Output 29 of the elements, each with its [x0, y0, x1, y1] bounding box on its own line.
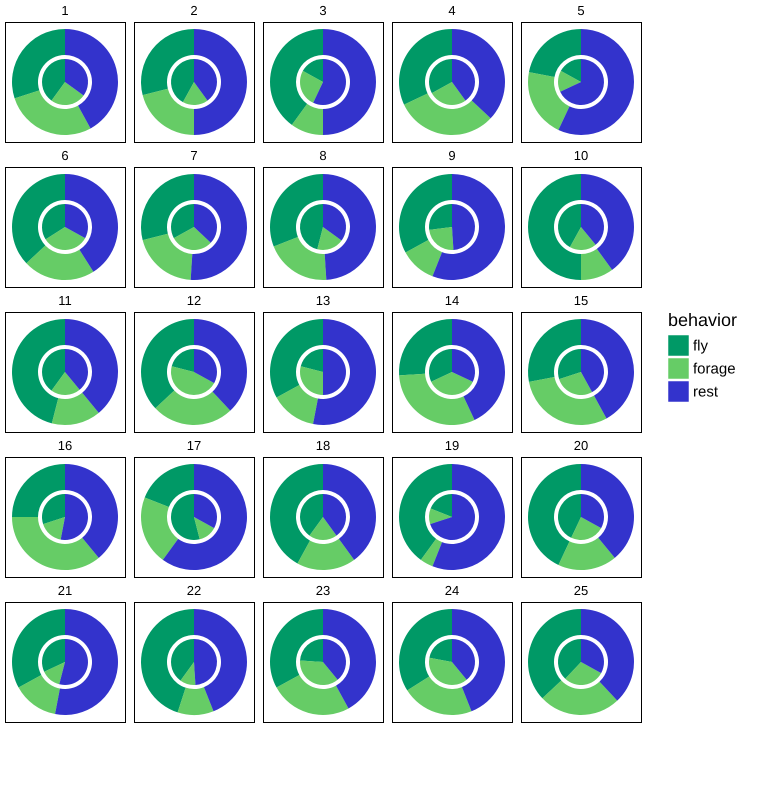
chart-title: 24	[444, 583, 460, 598]
chart-title: 11	[58, 293, 72, 308]
chart-title: 7	[190, 148, 198, 163]
chart-title: 22	[186, 583, 202, 598]
chart-title: 10	[574, 148, 588, 163]
chart-title: 18	[316, 438, 330, 453]
chart-title: 13	[316, 293, 330, 308]
chart-title: 1	[61, 3, 69, 18]
chart-title: 9	[448, 148, 456, 163]
chart-title: 23	[316, 583, 330, 598]
legend-label: rest	[693, 384, 719, 400]
chart-title: 17	[186, 438, 202, 453]
chart-title: 4	[448, 3, 456, 18]
chart-title: 19	[444, 438, 460, 453]
chart-title: 25	[574, 583, 588, 598]
chart-title: 8	[319, 148, 327, 163]
chart-title: 12	[186, 293, 202, 308]
chart-title: 2	[190, 3, 198, 18]
chart-title: 16	[58, 438, 72, 453]
legend-label: forage	[693, 360, 736, 378]
chart-title: 15	[574, 293, 588, 308]
chart-title: 20	[574, 438, 588, 453]
chart-title: 14	[444, 293, 460, 308]
chart-title: 21	[58, 583, 72, 598]
legend-label: fly	[693, 338, 708, 354]
chart-title: 3	[319, 3, 327, 18]
chart-title: 6	[61, 148, 69, 163]
legend-title: behavior	[668, 310, 738, 330]
chart-title: 5	[577, 3, 585, 18]
